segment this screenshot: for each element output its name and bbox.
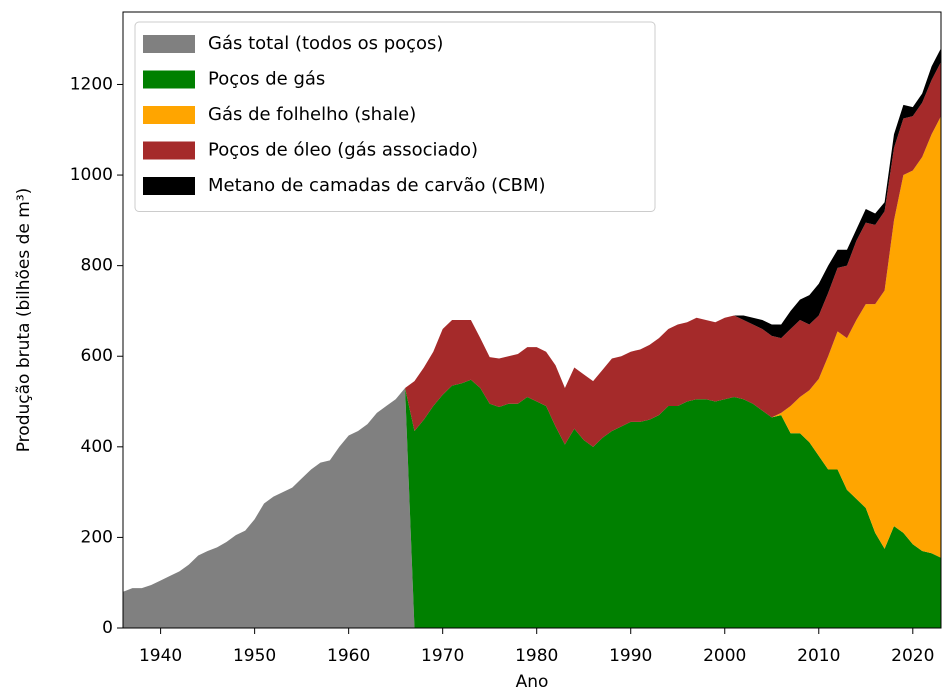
legend-label: Metano de camadas de carvão (CBM) (208, 175, 546, 196)
legend-label: Poços de gás (208, 69, 325, 90)
legend-label: Poços de óleo (gás associado) (208, 140, 478, 161)
x-tick-label: 1960 (327, 646, 370, 666)
y-tick-label: 1200 (70, 74, 113, 94)
area (123, 387, 941, 628)
legend-swatch (143, 35, 195, 53)
x-tick-label: 2000 (703, 646, 746, 666)
legend-swatch (143, 141, 195, 160)
x-tick-label: 1990 (609, 646, 652, 666)
legend-swatch (143, 177, 195, 195)
y-tick-label: 1000 (70, 165, 113, 185)
x-tick-label: 2020 (891, 646, 934, 666)
y-tick-label: 600 (81, 346, 113, 366)
x-axis-label: Ano (516, 672, 549, 692)
legend-swatch (143, 106, 195, 124)
axes-frame (122, 11, 942, 629)
plot-area (123, 48, 941, 628)
legend: Gás total (todos os poços) Poços de gás Gá… (134, 21, 656, 212)
y-tick-label: 0 (102, 618, 113, 638)
x-tick-label: 1940 (139, 646, 182, 666)
legend-swatch (143, 70, 195, 89)
x-tick-label: 2010 (797, 646, 840, 666)
x-tick-label: 1980 (515, 646, 558, 666)
legend-box (134, 21, 656, 212)
x-tick-label: 1950 (233, 646, 276, 666)
legend-label: Gás de folhelho (shale) (208, 104, 416, 125)
y-tick-label: 200 (81, 527, 113, 547)
area (123, 379, 941, 628)
y-axis-label: Produção bruta (bilhões de m³) (14, 188, 34, 453)
y-tick-label: 800 (81, 256, 113, 276)
legend-label: Gás total (todos os poços) (208, 33, 443, 54)
x-tick-label: 1970 (421, 646, 464, 666)
y-tick-label: 400 (81, 437, 113, 457)
